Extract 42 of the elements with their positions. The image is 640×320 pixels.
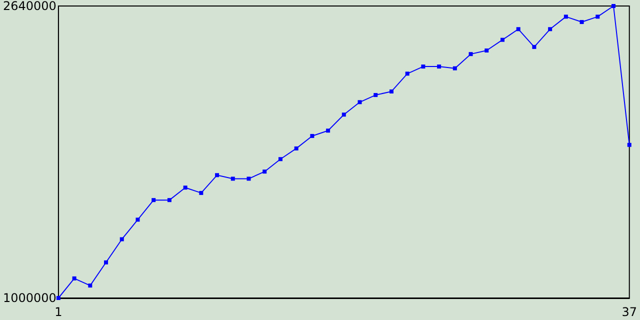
point [358, 100, 362, 104]
point [136, 218, 140, 222]
point [152, 198, 156, 202]
point [72, 276, 76, 280]
y-tick-label: 1000000 [2, 291, 56, 305]
x-tick-label: 37 [622, 305, 638, 319]
point [532, 44, 536, 49]
point [421, 64, 426, 69]
point [405, 72, 410, 76]
point [516, 27, 520, 32]
point [199, 190, 204, 195]
point [294, 146, 298, 150]
point [215, 173, 220, 178]
point [627, 142, 632, 147]
point [342, 112, 346, 117]
point [88, 284, 92, 288]
point [452, 66, 457, 70]
point [262, 170, 267, 174]
y-tick-label: 2640000 [2, 0, 56, 13]
point [183, 186, 188, 190]
point [310, 134, 314, 138]
point [374, 93, 378, 98]
point [56, 296, 60, 300]
point [326, 128, 330, 133]
point [500, 38, 504, 42]
point [230, 176, 235, 181]
point [104, 260, 108, 264]
point [564, 14, 568, 19]
point [596, 14, 600, 19]
point [167, 198, 172, 202]
point [278, 157, 282, 162]
point [580, 20, 584, 24]
point [484, 48, 489, 53]
line-series [56, 4, 632, 300]
point [246, 176, 251, 181]
point [437, 64, 442, 69]
x-tick-label: 1 [54, 305, 62, 319]
point [389, 89, 394, 94]
point [612, 4, 616, 8]
point [468, 52, 473, 56]
point [120, 237, 124, 242]
point [548, 27, 552, 32]
